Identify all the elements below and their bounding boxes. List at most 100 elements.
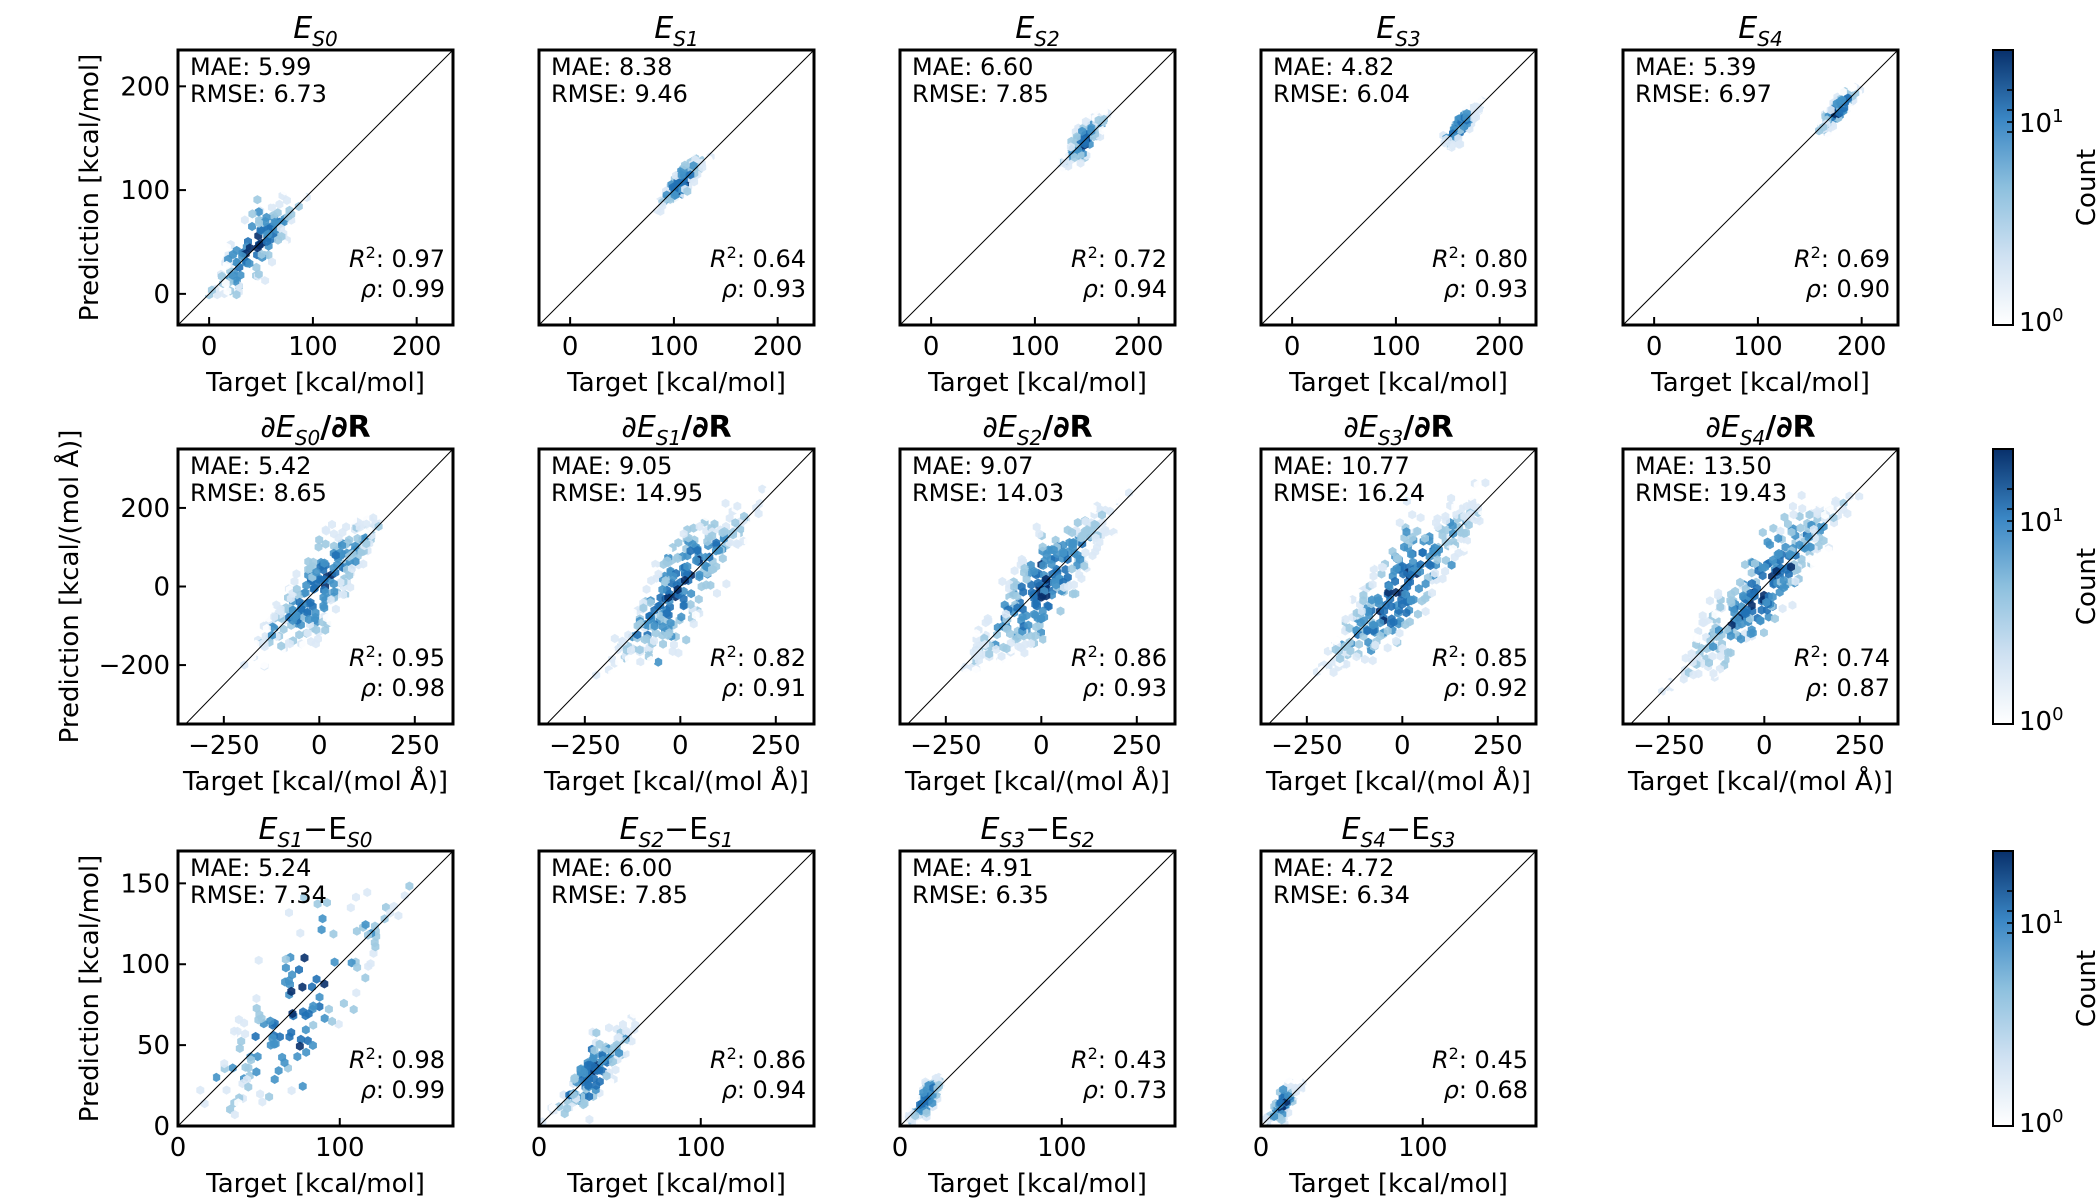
hexbin-cell [1081,117,1090,127]
rmse-label: RMSE: 6.97 [1635,80,1772,108]
hexbin-cell [250,663,259,673]
hexbin-cell [1675,644,1684,654]
hexbin-cell [1012,655,1020,665]
hexbin-cell [281,564,289,574]
hexbin-cell [1739,591,1748,601]
hexbin-cell [1038,606,1047,616]
hexbin-cell [1788,600,1797,610]
hexbin-cell [1081,548,1090,558]
hexbin-cell [1438,485,1446,495]
hexbin-cell [296,1034,305,1044]
hexbin-cell [619,637,628,647]
hexbin-cell [1421,593,1430,604]
x-tick-label: 0 [923,332,940,362]
hexbin-cell [1375,599,1383,609]
hexbin-cell [1304,1073,1312,1083]
hexbin-cell [683,561,692,571]
hexbin-cell [359,559,368,569]
hexbin-cell [228,1133,236,1142]
hexbin-cell [291,665,300,675]
hexbin-cell [743,536,752,547]
x-tick-label: 0 [1253,1133,1270,1163]
hexbin-cell [1420,503,1429,513]
hexbin-cell [1080,561,1089,571]
hexbin-cell [272,284,281,294]
x-tick-label: 200 [392,332,442,362]
hexbin-cell [232,684,241,694]
hexbin-cell [1787,527,1796,537]
hexbin-cell [925,694,934,704]
hexbin-cell [612,1040,621,1050]
hexbin-cell [1066,142,1075,152]
hexbin-cell [1402,527,1411,537]
identity-line [899,49,1176,326]
hexbin-cell [1052,580,1061,590]
colorbar-tick-label: 100 [2019,704,2064,737]
hexbin-cell [1856,499,1864,509]
hexbin-cell [1402,608,1411,618]
hexbin-cell [1026,560,1035,570]
hexbin-cell [1341,614,1350,624]
hexbin-cell [338,527,347,538]
hexbin-cell [1816,499,1825,509]
hexbin-cell [317,925,326,935]
hexbin-cell [405,881,414,891]
rmse-label: RMSE: 6.04 [1273,80,1410,108]
mae-label: MAE: 9.07 [912,452,1033,480]
hexbin-cell [1454,548,1463,558]
hexbin-cell [1466,491,1475,501]
hexbin-cell [1059,548,1068,558]
hexbin-cell [285,639,294,649]
hexbin-cell [268,195,276,205]
hexbin-cell [663,556,672,566]
hexbin-cell [1421,533,1429,543]
hexbin-cell [590,1045,599,1055]
hexbin-cell [1854,454,1863,464]
hexbin-cell [1430,489,1439,499]
hexbin-cell [992,644,1001,654]
hexbin-cell [250,1138,258,1147]
hexbin-cell [248,690,257,700]
hexbin-cell [318,914,327,924]
hexbin-cell [972,629,981,639]
hexbin-cell [1689,670,1698,680]
panel-title: ES4 [1738,11,1782,51]
hexbin-cell [1462,102,1471,112]
hexbin-cell [315,1002,324,1012]
hexbin-cell [656,611,665,621]
panel-title: ES2 [1015,11,1059,51]
hexbin-cell [253,195,262,205]
hexbin-cell [673,197,682,207]
hexbin-cell [235,1043,244,1053]
hexbin-cell [740,559,749,569]
hexbin-cell [611,1065,620,1075]
hexbin-cell [1764,612,1773,622]
hexbin-cell [1709,642,1718,652]
x-tick-label: −250 [1633,731,1704,761]
hexbin-cell [1408,510,1417,520]
y-axis-label: Prediction [kcal/(mol Å)] [53,430,85,744]
hexbin-cell [1473,471,1482,481]
hexbin-cell [928,1098,937,1108]
hexbin-cell [1441,511,1450,521]
hexbin-cell [1483,501,1491,511]
hexbin-cell [275,199,284,209]
hexbin-cell [1838,87,1847,97]
hexbin-cell [1460,511,1469,521]
x-tick-label: 0 [1646,332,1663,362]
hexbin-cell [1640,698,1649,708]
hexbin-cell [1473,480,1482,490]
hexbin-cell [337,597,346,607]
hexbin-cell [650,636,658,646]
hexbin-cell [1837,95,1846,105]
hexbin-cell [1402,496,1411,506]
hexbin-cell [654,657,663,667]
axes-frame [1621,447,1900,726]
rho-label: ρ: 0.91 [722,674,806,702]
hexbin-cell [1761,562,1769,572]
hexbin-cell [702,512,711,522]
hexbin-cell [222,242,231,252]
hexbin-cell [230,1026,239,1036]
